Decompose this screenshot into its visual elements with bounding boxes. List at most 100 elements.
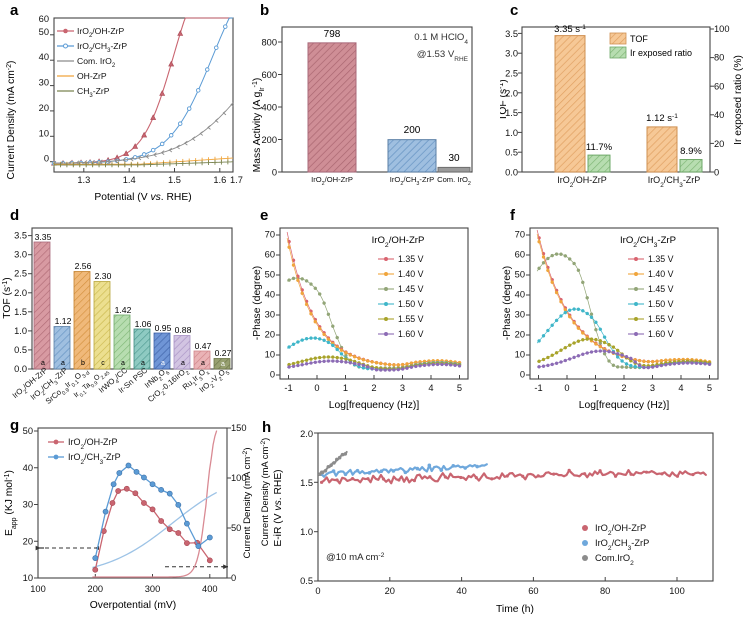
svg-text:3.5: 3.5 xyxy=(14,231,27,241)
svg-text:1.55 V: 1.55 V xyxy=(398,314,424,324)
svg-text:Mass Activity (A gIr-1): Mass Activity (A gIr-1) xyxy=(252,78,266,173)
svg-text:IrO2/CH3-ZrP: IrO2/CH3-ZrP xyxy=(77,41,127,54)
svg-text:Com. IrO2: Com. IrO2 xyxy=(77,56,116,69)
svg-text:1.5: 1.5 xyxy=(168,175,181,185)
svg-text:0: 0 xyxy=(315,586,320,596)
svg-text:60: 60 xyxy=(528,586,538,596)
svg-text:1: 1 xyxy=(343,383,348,393)
svg-text:1.0: 1.0 xyxy=(14,326,27,336)
svg-text:80: 80 xyxy=(600,586,610,596)
svg-text:IrO2/OH-ZrP: IrO2/OH-ZrP xyxy=(77,26,125,39)
svg-text:20: 20 xyxy=(265,330,275,340)
svg-text:0: 0 xyxy=(231,573,236,583)
svg-text:1.5: 1.5 xyxy=(14,307,27,317)
svg-text:11.7%: 11.7% xyxy=(586,142,613,153)
svg-text:400: 400 xyxy=(261,103,277,113)
svg-text:Overpotential (mV): Overpotential (mV) xyxy=(90,600,176,611)
svg-text:1.12: 1.12 xyxy=(55,316,72,326)
svg-text:0.5: 0.5 xyxy=(505,148,518,158)
svg-text:0.1 M HClO4: 0.1 M HClO4 xyxy=(414,32,468,46)
svg-text:70: 70 xyxy=(265,230,275,240)
svg-text:0.88: 0.88 xyxy=(175,325,192,335)
svg-text:IrO2/CH3-ZrP: IrO2/CH3-ZrP xyxy=(648,175,701,189)
svg-text:4: 4 xyxy=(428,383,433,393)
svg-text:30: 30 xyxy=(39,78,49,88)
svg-text:0: 0 xyxy=(270,370,275,380)
svg-text:3.0: 3.0 xyxy=(14,250,27,260)
svg-text:1.60 V: 1.60 V xyxy=(648,329,674,339)
svg-text:-1: -1 xyxy=(534,383,542,393)
svg-text:1.6: 1.6 xyxy=(213,175,226,185)
svg-text:3: 3 xyxy=(400,383,405,393)
svg-text:600: 600 xyxy=(261,70,277,80)
svg-text:TOF (s-1): TOF (s-1) xyxy=(2,277,14,319)
svg-text:3.0: 3.0 xyxy=(505,49,518,59)
svg-text:c: c xyxy=(101,360,105,367)
svg-text:IrO2/CH3-ZrP: IrO2/CH3-ZrP xyxy=(620,235,676,249)
svg-text:5: 5 xyxy=(707,383,712,393)
svg-text:0.27: 0.27 xyxy=(215,348,232,358)
svg-text:1.4: 1.4 xyxy=(123,175,136,185)
svg-text:h: h xyxy=(262,420,271,436)
svg-text:a: a xyxy=(201,360,205,367)
svg-text:@1.53 VRHE: @1.53 VRHE xyxy=(417,49,469,63)
svg-text:2.0: 2.0 xyxy=(300,429,313,439)
svg-text:1.12 s-1: 1.12 s-1 xyxy=(646,113,678,125)
svg-text:Current Density (mA cm-2): Current Density (mA cm-2) xyxy=(6,61,18,180)
svg-text:CH3-ZrP: CH3-ZrP xyxy=(77,86,110,99)
svg-text:2.56: 2.56 xyxy=(75,261,92,271)
svg-text:2.5: 2.5 xyxy=(505,69,518,79)
svg-text:c: c xyxy=(510,2,518,19)
svg-text:Eapp (KJ mol-1): Eapp (KJ mol-1) xyxy=(4,470,18,536)
svg-text:50: 50 xyxy=(265,270,275,280)
svg-text:b: b xyxy=(260,2,269,19)
svg-text:e: e xyxy=(260,207,268,224)
svg-text:1.35 V: 1.35 V xyxy=(398,254,424,264)
svg-text:OH-ZrP: OH-ZrP xyxy=(77,71,107,81)
svg-text:IrO2/OH-ZrP: IrO2/OH-ZrP xyxy=(311,175,353,187)
svg-text:@10 mA cm-2: @10 mA cm-2 xyxy=(326,552,385,564)
svg-text:1.35 V: 1.35 V xyxy=(648,254,674,264)
svg-text:0.47: 0.47 xyxy=(195,341,212,351)
svg-text:100: 100 xyxy=(669,586,685,596)
svg-text:100: 100 xyxy=(714,24,730,34)
svg-text:Ir exposed ratio: Ir exposed ratio xyxy=(630,48,692,58)
svg-text:3: 3 xyxy=(650,383,655,393)
svg-text:60: 60 xyxy=(39,14,49,24)
svg-text:0: 0 xyxy=(520,370,525,380)
svg-text:0.0: 0.0 xyxy=(505,168,518,178)
svg-text:20: 20 xyxy=(714,139,724,149)
svg-text:2.5: 2.5 xyxy=(14,269,27,279)
svg-text:30: 30 xyxy=(515,310,525,320)
svg-text:50: 50 xyxy=(23,426,33,436)
svg-text:0.5: 0.5 xyxy=(300,576,313,586)
svg-text:Ir exposed ratio (%): Ir exposed ratio (%) xyxy=(733,55,744,145)
svg-text:8.9%: 8.9% xyxy=(680,146,702,157)
svg-text:40: 40 xyxy=(265,290,275,300)
svg-text:IrO2/CH3-ZrP: IrO2/CH3-ZrP xyxy=(595,538,649,552)
svg-text:20: 20 xyxy=(23,536,33,546)
svg-text:2: 2 xyxy=(371,383,376,393)
svg-text:1.60 V: 1.60 V xyxy=(398,329,424,339)
svg-text:IrO2/OH-ZrP: IrO2/OH-ZrP xyxy=(595,523,646,537)
svg-text:1.42: 1.42 xyxy=(115,305,132,315)
svg-text:0: 0 xyxy=(44,154,49,164)
svg-text:a: a xyxy=(221,361,225,368)
svg-text:Log[frequency (Hz)]: Log[frequency (Hz)] xyxy=(329,400,420,411)
svg-text:2: 2 xyxy=(621,383,626,393)
svg-text:1.55 V: 1.55 V xyxy=(648,314,674,324)
svg-text:Log[frequency (Hz)]: Log[frequency (Hz)] xyxy=(579,400,670,411)
svg-text:1.7: 1.7 xyxy=(230,175,243,185)
svg-text:IrO2/OH-ZrP: IrO2/OH-ZrP xyxy=(372,235,425,249)
svg-text:60: 60 xyxy=(714,81,724,91)
svg-text:80: 80 xyxy=(714,53,724,63)
svg-text:Potential (V vs. RHE): Potential (V vs. RHE) xyxy=(94,192,191,203)
svg-text:g: g xyxy=(10,420,19,434)
svg-text:0: 0 xyxy=(272,168,277,178)
svg-text:0: 0 xyxy=(714,168,719,178)
svg-text:1.0: 1.0 xyxy=(300,527,313,537)
svg-text:50: 50 xyxy=(515,270,525,280)
svg-text:20: 20 xyxy=(515,330,525,340)
svg-text:100: 100 xyxy=(30,584,46,594)
svg-text:10: 10 xyxy=(265,350,275,360)
